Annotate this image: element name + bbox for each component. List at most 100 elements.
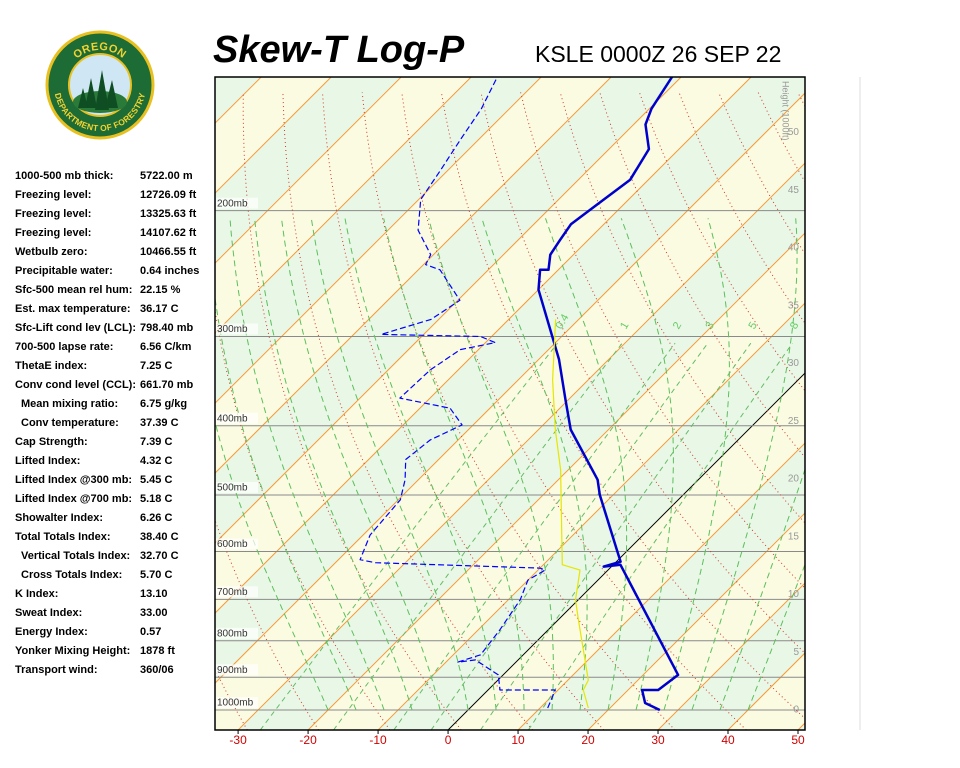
moist-adiabat: [545, 218, 628, 711]
background-band: [868, 77, 960, 730]
y2-tick-label: 15: [788, 531, 800, 542]
stat-value: 4.32 C: [140, 455, 172, 467]
stat-value: 7.39 C: [140, 436, 172, 448]
isotherm: [215, 77, 332, 194]
dry-adiabat: [956, 92, 960, 730]
stat-value: 5.18 C: [140, 493, 172, 505]
stat-value: 36.17 C: [140, 303, 179, 315]
y-tick-label: 600mb: [217, 539, 248, 550]
background-band: [215, 77, 805, 684]
dry-adiabat: [282, 92, 533, 730]
x-tick-label: 40: [721, 733, 735, 747]
y-tick-label-bg: [216, 627, 258, 639]
x-tick-label: 0: [445, 733, 452, 747]
stat-label: Conv temperature:: [21, 417, 119, 429]
background-band: [798, 723, 805, 730]
dry-adiabat: [917, 92, 960, 730]
x-tick-label: 50: [791, 733, 805, 747]
stat-label: K Index:: [15, 588, 58, 600]
isotherm: [307, 232, 805, 730]
isotherm: [215, 77, 472, 334]
isotherm: [447, 372, 805, 730]
stat-label: Total Totals Index:: [15, 531, 111, 543]
y-tick-label-bg: [216, 664, 258, 676]
stat-value: 13325.63 ft: [140, 208, 197, 220]
dry-adiabat: [797, 92, 805, 108]
mixing-ratio-line: [393, 342, 676, 730]
stat-label: Sweat Index:: [15, 607, 82, 619]
plot-frame: [214, 76, 806, 731]
overlay: 0.4 1 2 3 5 81000mb900mb800mb700mb600mb500mb4…: [216, 81, 805, 747]
stat-value: 12726.09 ft: [140, 189, 197, 201]
stat-value: 33.00: [140, 607, 168, 619]
dry-adiabat: [877, 92, 960, 730]
mixing-ratio-label: 5: [746, 320, 759, 331]
y2-tick-label: 5: [793, 647, 799, 658]
mixing-ratio-line: [480, 342, 752, 730]
logo: OREGON DEPARTMENT OF FORESTRY: [45, 30, 155, 140]
y-tick-label-bg: [216, 412, 258, 424]
isotherm: [215, 92, 805, 684]
y2-tick-label: 10: [788, 589, 800, 600]
stat-value: 5.45 C: [140, 474, 172, 486]
stat-value: 37.39 C: [140, 417, 179, 429]
moist-adiabat: [281, 218, 441, 711]
isotherm: [797, 722, 805, 730]
moist-adiabat: [215, 294, 357, 711]
y2-tick-label: 45: [788, 185, 800, 196]
stat-label: Freezing level:: [15, 208, 91, 220]
stat-label: Lifted Index @700 mb:: [15, 493, 132, 505]
y-tick-label: 400mb: [217, 413, 248, 424]
isotherm: [868, 77, 960, 730]
y2-tick-label: 20: [788, 474, 800, 485]
moist-adiabat: [310, 218, 469, 711]
y-tick-label-bg: [216, 586, 258, 598]
mixing-ratio-label: 2: [671, 320, 684, 331]
stat-label: 1000-500 mb thick:: [15, 170, 113, 182]
isotherm: [215, 77, 612, 474]
stat-value: 798.40 mb: [140, 322, 193, 334]
isotherm: [215, 77, 402, 264]
stat-label: 700-500 lapse rate:: [15, 341, 113, 353]
dry-adiabat: [440, 92, 805, 720]
chart-subtitle: KSLE 0000Z 26 SEP 22: [535, 41, 781, 67]
stat-label: Vertical Totals Index:: [21, 550, 130, 562]
stat-value: 10466.55 ft: [140, 246, 197, 258]
stat-label: Energy Index:: [15, 626, 88, 638]
moist-adiabat: [254, 218, 413, 711]
mixing-ratio-line: [259, 342, 558, 730]
stat-value: 14107.62 ft: [140, 227, 197, 239]
stat-label: Sfc-500 mean rel hum:: [15, 284, 132, 296]
sounding-line: [537, 77, 680, 712]
y-tick-label-bg: [216, 696, 258, 708]
moist-adiabat: [620, 218, 674, 711]
stat-label: Sfc-Lift cond lev (LCL):: [15, 322, 136, 334]
x-tick-label: -30: [229, 733, 247, 747]
y-tick-label: 500mb: [217, 483, 248, 494]
stat-label: Wetbulb zero:: [15, 246, 88, 258]
stat-value: 1878 ft: [140, 645, 175, 657]
y2-tick-label: 35: [788, 300, 800, 311]
stat-label: Mean mixing ratio:: [21, 398, 118, 410]
isotherm: [237, 162, 805, 730]
moist-adiabat: [481, 218, 588, 711]
isotherm: [215, 77, 682, 544]
isotherm: [377, 302, 805, 730]
moist-adiabat: [215, 420, 329, 711]
y-tick-label-bg: [216, 197, 258, 209]
stat-value: 32.70 C: [140, 550, 179, 562]
stat-label: Transport wind:: [15, 664, 98, 676]
stat-value: 6.56 C/km: [140, 341, 192, 353]
isotherm: [215, 77, 542, 404]
isotherm: [517, 442, 805, 730]
stat-value: 360/06: [140, 664, 174, 676]
mixing-ratio-label: 3: [703, 320, 716, 331]
mixing-ratio-label: 1: [618, 320, 631, 331]
dry-adiabat: [837, 92, 960, 730]
sounding-line: [359, 79, 556, 709]
stat-label: Cross Totals Index:: [21, 569, 122, 581]
stat-value: 0.64 inches: [140, 265, 199, 277]
stat-label: Freezing level:: [15, 227, 91, 239]
mixing-ratio-label: 8: [788, 320, 801, 331]
